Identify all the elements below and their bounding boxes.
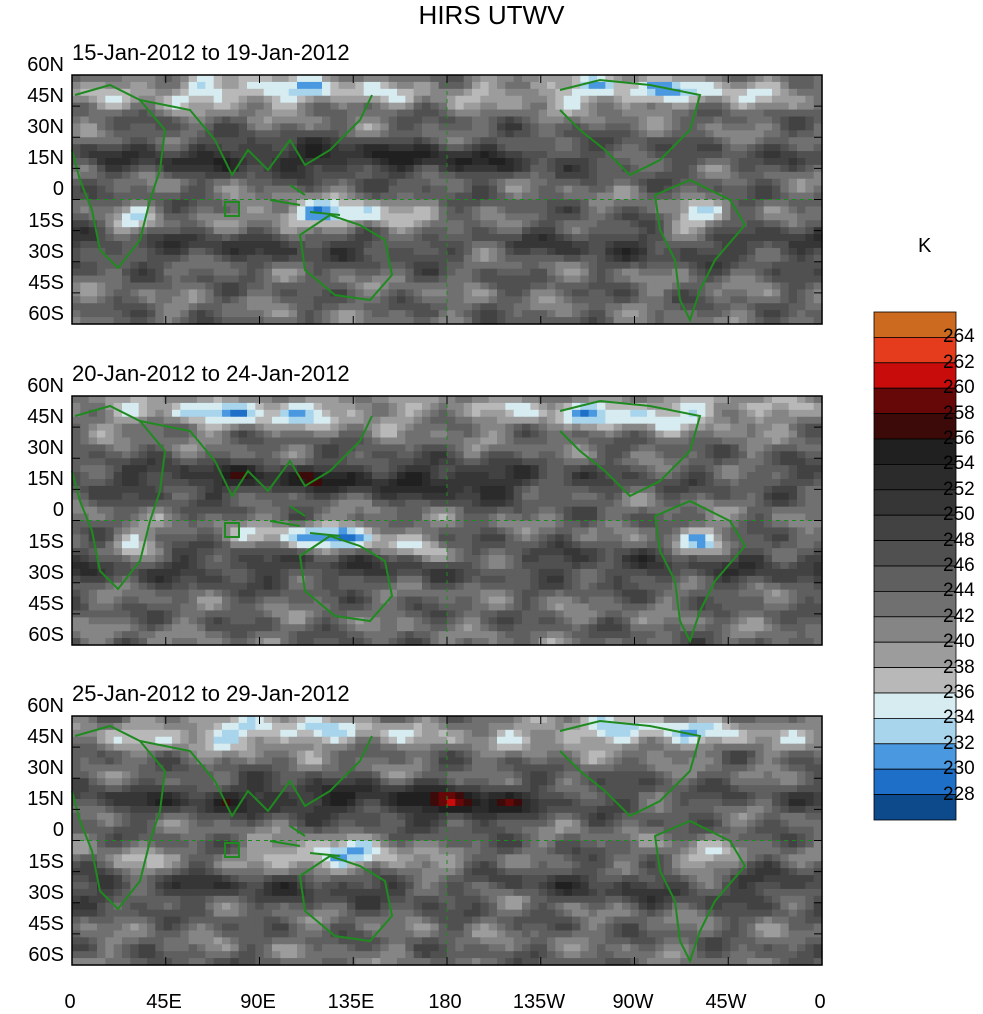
colorbar-tick-label: 244	[943, 580, 975, 602]
colorbar-tick-label: 236	[943, 682, 975, 703]
lat-tick-label: 45S	[28, 912, 64, 935]
lat-tick-label: 15N	[27, 468, 64, 491]
lat-tick-label: 60S	[28, 623, 64, 646]
lat-tick-label: 15S	[28, 850, 64, 873]
lon-tick-label: 0	[64, 991, 76, 1013]
colorbar-tick-label: 228	[943, 783, 975, 805]
lat-tick-label: 15N	[27, 147, 64, 170]
lat-tick-label: 30S	[28, 240, 64, 263]
lat-tick-label: 0	[52, 499, 64, 522]
lat-tick-label: 45N	[27, 406, 64, 429]
lat-tick-label: 0	[52, 819, 64, 842]
colorbar-tick-label: 254	[943, 453, 975, 475]
lat-tick-label: 30N	[27, 116, 64, 139]
colorbar-tick-label: 246	[943, 555, 975, 576]
region-box	[224, 201, 240, 217]
colorbar-tick-label: 230	[943, 758, 975, 780]
colorbar-tick-label: 238	[943, 656, 975, 678]
colorbar-tick-label: 242	[943, 605, 975, 627]
lat-tick-label: 45S	[28, 271, 64, 294]
colorbar-tick-label: 252	[943, 478, 975, 500]
region-box	[224, 522, 240, 538]
colorbar-tick-label: 256	[943, 428, 975, 449]
lat-tick-label: 0	[52, 178, 64, 201]
colorbar-tick-label: 258	[943, 402, 975, 424]
panel-3-title: 25-Jan-2012 to 29-Jan-2012	[72, 681, 350, 706]
lon-tick-label: 45W	[705, 991, 747, 1013]
lat-tick-label: 30N	[27, 757, 64, 780]
lat-tick-label: 15S	[28, 530, 64, 553]
lat-tick-label: 30S	[28, 561, 64, 584]
figure-title: HIRS UTWV	[418, 0, 565, 30]
panel-2-title: 20-Jan-2012 to 24-Jan-2012	[72, 361, 350, 386]
lat-tick-label: 30N	[27, 437, 64, 460]
lon-tick-label: 0	[814, 991, 826, 1013]
colorbar-tick-label: 232	[943, 732, 975, 754]
lon-tick-label: 180	[428, 991, 462, 1013]
lat-tick-label: 15N	[27, 788, 64, 811]
lon-tick-label: 90E	[240, 991, 276, 1013]
colorbar-tick-label: 234	[943, 707, 975, 729]
colorbar-tick-label: 250	[943, 504, 975, 526]
lat-tick-label: 15S	[28, 209, 64, 232]
lat-tick-label: 45N	[27, 726, 64, 749]
region-box	[224, 842, 240, 858]
lon-tick-label: 135W	[512, 991, 566, 1013]
colorbar-tick-label: 248	[943, 529, 975, 551]
lat-tick-label: 60N	[27, 375, 64, 397]
lat-tick-label: 60S	[28, 302, 64, 325]
lon-tick-label: 90W	[612, 991, 654, 1013]
lat-tick-label: 60N	[27, 54, 64, 76]
lat-tick-label: 60S	[28, 943, 64, 966]
panel-1-title: 15-Jan-2012 to 19-Jan-2012	[72, 40, 350, 65]
lon-tick-label: 45E	[146, 991, 182, 1013]
lat-tick-label: 60N	[27, 695, 64, 717]
lat-tick-label: 30S	[28, 881, 64, 904]
lat-tick-label: 45N	[27, 85, 64, 108]
colorbar-tick-label: 264	[943, 326, 975, 348]
colorbar-tick-label: 262	[943, 351, 975, 373]
lat-tick-label: 45S	[28, 592, 64, 615]
colorbar-unit: K	[918, 235, 932, 257]
colorbar-tick-label: 240	[943, 631, 975, 653]
colorbar-tick-label: 260	[943, 377, 975, 399]
lon-tick-label: 135E	[327, 991, 375, 1013]
